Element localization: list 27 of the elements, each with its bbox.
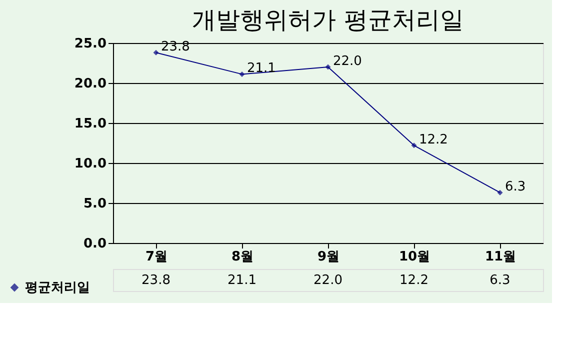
- y-tick-label: 0.0: [83, 236, 106, 252]
- x-tick-label: 9월: [317, 250, 340, 264]
- text: 21.1: [247, 61, 276, 76]
- data-label: 23.8: [142, 273, 170, 288]
- y-tick-label: 5.0: [83, 196, 106, 212]
- x-tick-label: 11월: [484, 250, 516, 264]
- y-tick-label: 25.0: [74, 36, 106, 52]
- text: 12.2: [419, 132, 448, 148]
- point: [497, 190, 503, 196]
- y-tick-label: 20.0: [74, 76, 106, 92]
- chart-title: 개발행위허가 평균처리일: [192, 6, 464, 34]
- x-tick-label: 7월: [145, 250, 168, 264]
- point: [239, 71, 245, 77]
- y-tick-label: 15.0: [74, 116, 106, 132]
- legend-label: 평균처리일: [25, 280, 90, 296]
- data-label: 22.0: [314, 273, 342, 288]
- text: 6.3: [505, 180, 526, 195]
- x-tick-label: 10월: [398, 250, 430, 264]
- point: [411, 142, 417, 148]
- data-label: 21.1: [228, 273, 256, 288]
- x-tick-label: 8월: [231, 250, 254, 264]
- text: 22.0: [333, 54, 362, 69]
- y-tick-label: 10.0: [74, 156, 106, 172]
- data-label: 6.3: [490, 273, 510, 288]
- point: [325, 64, 331, 70]
- data-label: 12.2: [400, 273, 428, 288]
- point: [153, 50, 159, 56]
